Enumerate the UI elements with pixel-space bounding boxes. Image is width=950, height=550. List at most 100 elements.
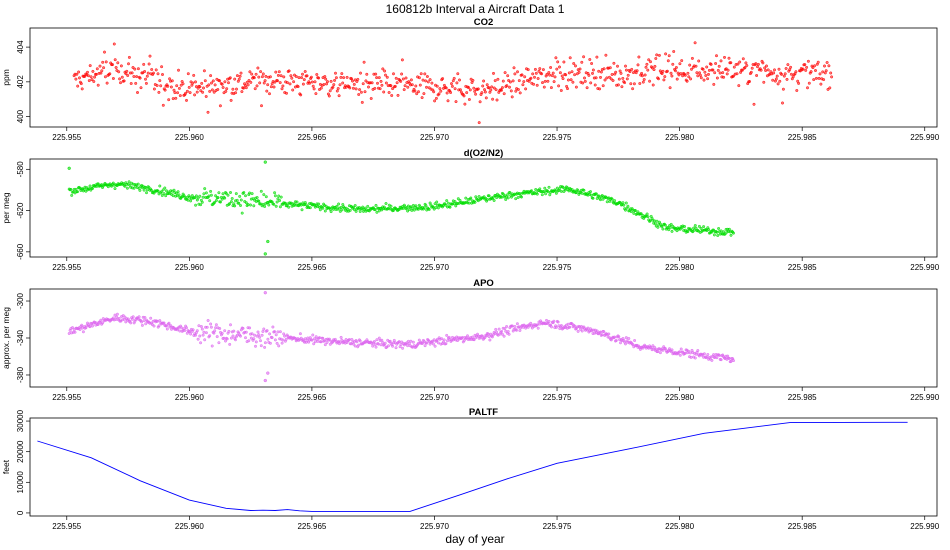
o2n2-point [329, 210, 333, 214]
apo-point [204, 331, 208, 335]
apo-point [202, 330, 206, 334]
apo-point [431, 342, 435, 346]
apo-point [377, 342, 380, 346]
co2-point [646, 68, 650, 72]
o2n2-point [416, 207, 420, 211]
co2-point [632, 82, 636, 86]
apo-point [471, 335, 474, 339]
co2-point [279, 74, 283, 78]
apo-point [222, 336, 226, 340]
co2-point [400, 58, 404, 62]
apo-point [235, 333, 239, 337]
o2n2-panel: d(O2/N2) per meg 225.955 225.960 225.965 225.… [1, 148, 940, 272]
o2n2-point [485, 198, 489, 202]
apo-point [678, 350, 681, 354]
co2-point [829, 71, 833, 75]
co2-point [654, 57, 658, 60]
co2-point [725, 72, 729, 76]
o2n2-point [161, 188, 165, 192]
apo-point [706, 353, 710, 356]
co2-point [171, 97, 175, 101]
co2-point [623, 81, 627, 85]
paltf-xtick-label: 225.980 [665, 522, 694, 531]
co2-point [254, 72, 258, 76]
co2-point [118, 77, 122, 81]
o2n2-point [547, 185, 551, 189]
co2-point [420, 96, 424, 100]
co2-point [554, 56, 558, 60]
co2-point [589, 81, 593, 85]
co2-point [693, 41, 697, 45]
apo-point [614, 339, 618, 342]
apo-point [488, 338, 492, 342]
o2n2-point [348, 208, 352, 212]
apo-point [283, 334, 287, 338]
o2n2-point [576, 189, 580, 193]
co2-point [819, 82, 823, 86]
co2-point [245, 80, 249, 84]
o2n2-point [656, 225, 660, 229]
o2n2-point [354, 209, 358, 213]
co2-point [127, 55, 131, 59]
apo-point [576, 329, 580, 333]
co2-point [172, 88, 176, 92]
o2n2-point [707, 228, 711, 231]
co2-point [552, 80, 556, 84]
co2-point [783, 72, 787, 76]
apo-point [318, 336, 321, 340]
o2n2-xtick-label: 225.960 [175, 263, 204, 272]
apo-xtick-label: 225.980 [665, 393, 694, 402]
co2-point [103, 75, 107, 79]
apo-data [67, 291, 735, 383]
co2-point [664, 52, 668, 56]
co2-point [188, 91, 192, 95]
co2-point [655, 53, 659, 57]
apo-point [515, 328, 518, 332]
apo-point [167, 321, 171, 325]
o2n2-point [230, 197, 234, 200]
o2n2-point [165, 189, 168, 193]
apo-point [311, 333, 315, 337]
apo-point [277, 344, 281, 348]
apo-point [717, 354, 721, 357]
co2-point [425, 85, 428, 89]
paltf-ytick-label: 10000 [16, 471, 25, 494]
o2n2-point [263, 205, 267, 208]
co2-point [426, 80, 430, 84]
co2-point [311, 84, 315, 88]
apo-point [653, 345, 657, 349]
co2-point [540, 72, 544, 76]
apo-point [228, 342, 232, 346]
co2-point [351, 79, 354, 83]
co2-point [785, 77, 789, 81]
apo-point [274, 333, 278, 337]
co2-point [812, 78, 816, 82]
co2-point [511, 79, 515, 83]
o2n2-point [213, 200, 217, 204]
apo-point [129, 321, 133, 325]
co2-point [252, 76, 256, 80]
co2-point [148, 54, 152, 58]
co2-point [220, 82, 224, 86]
co2-point [572, 62, 576, 65]
co2-point [173, 91, 177, 95]
co2-point [375, 76, 379, 80]
co2-point [674, 66, 678, 69]
co2-point [322, 83, 326, 86]
co2-point [533, 67, 537, 71]
co2-point [299, 93, 303, 97]
co2-point [433, 99, 437, 103]
co2-point [441, 77, 445, 81]
apo-point [651, 344, 655, 348]
co2-point [139, 86, 143, 90]
co2-point [257, 75, 261, 79]
co2-point [113, 58, 117, 62]
o2n2-point [543, 186, 547, 190]
co2-point [292, 80, 296, 84]
apo-point [261, 330, 265, 333]
apo-point [729, 359, 733, 363]
apo-point [88, 325, 92, 329]
co2-point [574, 64, 577, 68]
apo-title: APO [473, 278, 494, 289]
co2-point [726, 68, 730, 72]
